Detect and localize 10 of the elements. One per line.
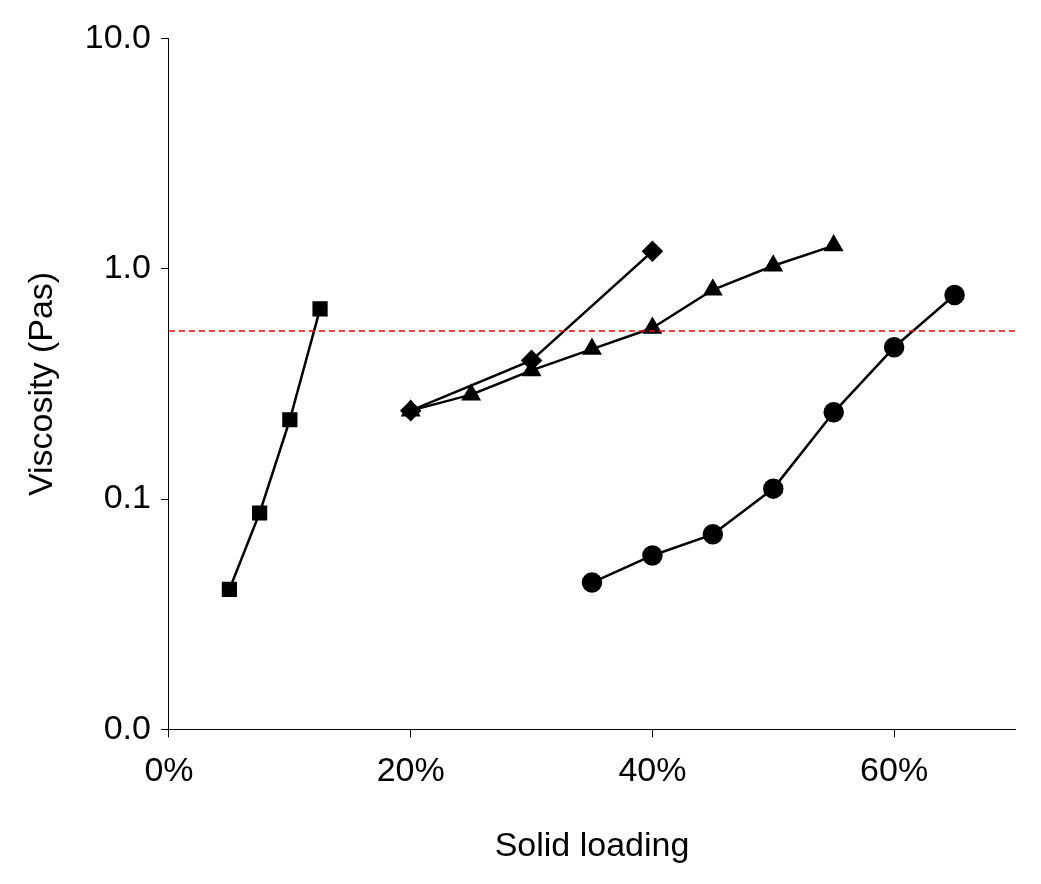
x-tick-label: 0% — [144, 750, 194, 789]
y-tick-label: 10.0 — [84, 16, 151, 55]
y-tick-label: 0.1 — [103, 477, 151, 516]
y-tick-label: 1.0 — [103, 247, 151, 286]
x-tick-label: 20% — [376, 750, 445, 789]
y-tick-label: 0.0 — [103, 707, 151, 746]
x-tick-label: 40% — [618, 750, 687, 789]
y-axis-title: Viscosity (Pas) — [20, 271, 59, 497]
x-tick-label: 60% — [860, 750, 929, 789]
x-axis-title: Solid loading — [494, 824, 690, 863]
